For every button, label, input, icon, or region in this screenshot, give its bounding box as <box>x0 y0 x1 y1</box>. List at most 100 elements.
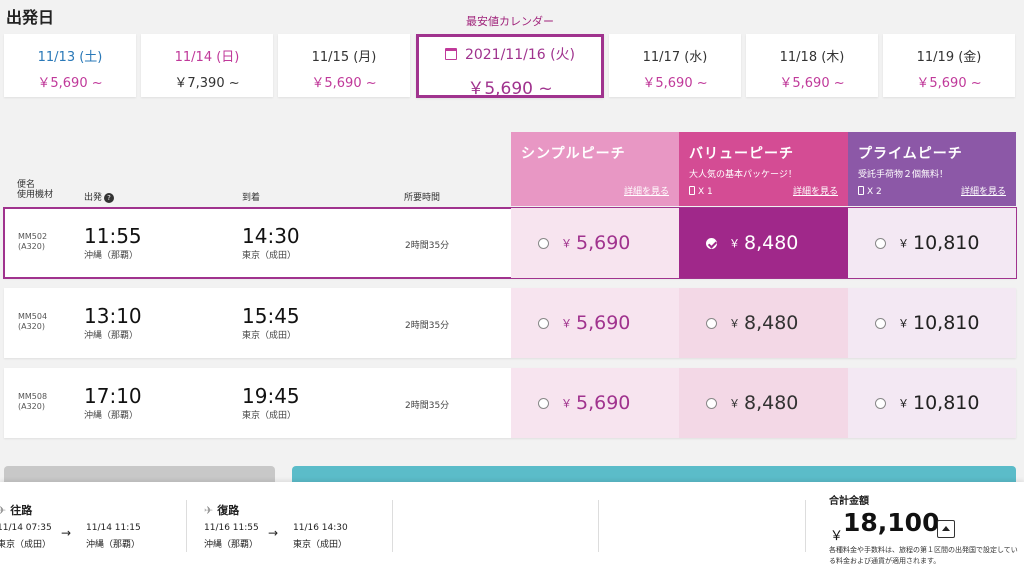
col-duration: 所要時間 <box>404 193 441 203</box>
airplane-icon: ✈ <box>0 504 7 517</box>
duration: 2時間35分 <box>405 401 450 411</box>
fare-option-value[interactable]: ￥ 8,480 <box>679 368 848 438</box>
fare-option-value-selected[interactable]: ￥ 8,480 <box>679 208 848 278</box>
duration: 2時間35分 <box>405 321 450 331</box>
page-title: 出発日 <box>6 8 55 27</box>
arrival-place: 東京（成田） <box>242 411 297 421</box>
flight-row-mm502: MM502 (A320) 11:55 沖縄（那覇） 14:30 東京（成田） 2時… <box>3 207 1017 279</box>
date-label: 11/14 (日) <box>174 50 240 65</box>
bag-count: X 1 <box>698 187 713 197</box>
fare-option-prime[interactable]: ￥ 10,810 <box>848 368 1016 438</box>
radio-icon <box>875 237 886 249</box>
fare-option-prime[interactable]: ￥ 10,810 <box>848 208 1016 278</box>
outbound-leg: ✈ 往路 11/14 07:35 東京（成田） → 11/14 11:15 沖縄（… <box>0 502 177 554</box>
calendar-label: 最安値カレンダー <box>466 15 554 28</box>
divider <box>186 500 187 552</box>
airplane-icon: ✈ <box>204 504 214 517</box>
fare-price: 8,480 <box>744 312 799 334</box>
date-label: 11/19 (金) <box>916 50 982 65</box>
flight-number: MM504 <box>18 312 48 321</box>
total-note: 各種料金や手数料は、旅程の第１区間の出発国で設定している料金および通貨が適用され… <box>829 546 1018 565</box>
fare-option-value[interactable]: ￥ 8,480 <box>679 288 848 358</box>
fare-option-simple[interactable]: ￥ 5,690 <box>511 368 679 438</box>
fare-price: 8,480 <box>744 392 799 414</box>
col-departure: 出発? <box>84 190 115 203</box>
fare-details-link[interactable]: 詳細を見る <box>792 187 838 197</box>
fare-option-simple[interactable]: ￥ 5,690 <box>511 208 679 278</box>
departure-time: 11:55 <box>84 224 142 248</box>
departure-place: 沖縄（那覇） <box>84 411 139 421</box>
fare-price: 10,810 <box>913 312 980 334</box>
bag-count: X 2 <box>867 187 882 197</box>
arrival-time: 15:45 <box>242 304 300 328</box>
departure-place: 沖縄（那覇） <box>84 251 139 261</box>
date-card-11-19[interactable]: 11/19 (金) ￥5,690 ~ <box>883 34 1015 97</box>
back-button[interactable] <box>4 466 275 486</box>
date-card-11-15[interactable]: 11/15 (月) ￥5,690 ~ <box>278 34 410 97</box>
date-strip: 11/13 (土) ￥5,690 ~ 11/14 (日) ￥7,390 ~ 11… <box>0 34 1024 99</box>
date-label: 11/18 (木) <box>779 50 845 65</box>
expand-total-button[interactable] <box>937 520 955 538</box>
suitcase-icon <box>689 186 695 195</box>
fare-price: 5,690 <box>576 312 631 334</box>
fare-header-simple: シンプルピーチ 詳細を見る <box>511 132 679 206</box>
aircraft-type: (A320) <box>18 322 45 331</box>
check-icon <box>706 237 717 249</box>
duration: 2時間35分 <box>405 241 450 251</box>
return-leg: ✈ 復路 11/16 11:55 沖縄（那覇） → 11/16 14:30 東京（… <box>204 504 348 550</box>
aircraft-type: (A320) <box>18 402 45 411</box>
divider <box>805 500 806 552</box>
fare-sub <box>521 167 669 178</box>
fare-price: 5,690 <box>576 392 631 414</box>
date-label: 2021/11/16 (火) <box>464 47 576 63</box>
date-price: ￥5,690 ~ <box>311 76 377 91</box>
next-button[interactable] <box>292 466 1016 486</box>
fare-name: シンプルピーチ <box>521 146 626 162</box>
arrival-time: 14:30 <box>242 224 300 248</box>
fare-price: 10,810 <box>913 392 980 414</box>
arrival-place: 東京（成田） <box>242 331 297 341</box>
suitcase-icon <box>858 186 864 195</box>
radio-icon <box>538 397 549 409</box>
fare-details-link[interactable]: 詳細を見る <box>623 187 669 197</box>
booking-summary-bar: ✈ 往路 11/14 07:35 東京（成田） → 11/14 11:15 沖縄（… <box>0 482 1024 571</box>
departure-place: 沖縄（那覇） <box>84 331 139 341</box>
flight-number: MM502 <box>18 232 48 241</box>
date-card-11-16-selected[interactable]: 2021/11/16 (火) ￥5,690 ~ <box>416 34 604 99</box>
col-flight: 便名 使用機材 <box>17 180 53 200</box>
date-card-11-14[interactable]: 11/14 (日) ￥7,390 ~ <box>141 34 273 97</box>
radio-icon <box>706 397 717 409</box>
total-currency: ￥ <box>830 529 844 544</box>
departure-time: 17:10 <box>84 384 142 408</box>
total-amount: 18,100 <box>843 508 940 537</box>
date-price: ￥5,690 ~ <box>37 76 103 91</box>
fare-sub: 大人気の基本パッケージ！ <box>689 170 797 180</box>
date-card-11-17[interactable]: 11/17 (水) ￥5,690 ~ <box>609 34 741 97</box>
col-flight-no: 便名 <box>17 180 36 190</box>
divider <box>392 500 393 552</box>
help-icon[interactable]: ? <box>104 193 115 203</box>
date-price: ￥5,690 ~ <box>916 76 982 91</box>
fare-sub: 受託手荷物２個無料！ <box>858 170 949 180</box>
fare-option-simple[interactable]: ￥ 5,690 <box>511 288 679 358</box>
fare-price: 5,690 <box>576 232 631 254</box>
fare-name: バリューピーチ <box>689 146 794 162</box>
fare-option-prime[interactable]: ￥ 10,810 <box>848 288 1016 358</box>
date-card-11-18[interactable]: 11/18 (木) ￥5,690 ~ <box>746 34 878 97</box>
total-label: 合計金額 <box>829 496 869 507</box>
date-price: ￥5,690 ~ <box>467 79 553 99</box>
fare-price: 8,480 <box>744 232 799 254</box>
fare-header-value: バリューピーチ 大人気の基本パッケージ！ X 1 詳細を見る <box>679 132 848 206</box>
radio-icon <box>706 317 717 329</box>
date-label: 11/13 (土) <box>37 50 103 65</box>
arrow-icon: → <box>61 526 72 540</box>
flight-number: MM508 <box>18 392 48 401</box>
fare-details-link[interactable]: 詳細を見る <box>960 187 1006 197</box>
flight-row-mm504: MM504 (A320) 13:10 沖縄（那覇） 15:45 東京（成田） 2時… <box>4 288 1016 358</box>
date-label: 11/17 (水) <box>642 50 708 65</box>
arrival-place: 東京（成田） <box>242 251 297 261</box>
fare-name: プライムピーチ <box>858 146 963 162</box>
flight-row-mm508: MM508 (A320) 17:10 沖縄（那覇） 19:45 東京（成田） 2時… <box>4 368 1016 438</box>
date-card-11-13[interactable]: 11/13 (土) ￥5,690 ~ <box>4 34 136 97</box>
date-price: ￥5,690 ~ <box>779 76 845 91</box>
